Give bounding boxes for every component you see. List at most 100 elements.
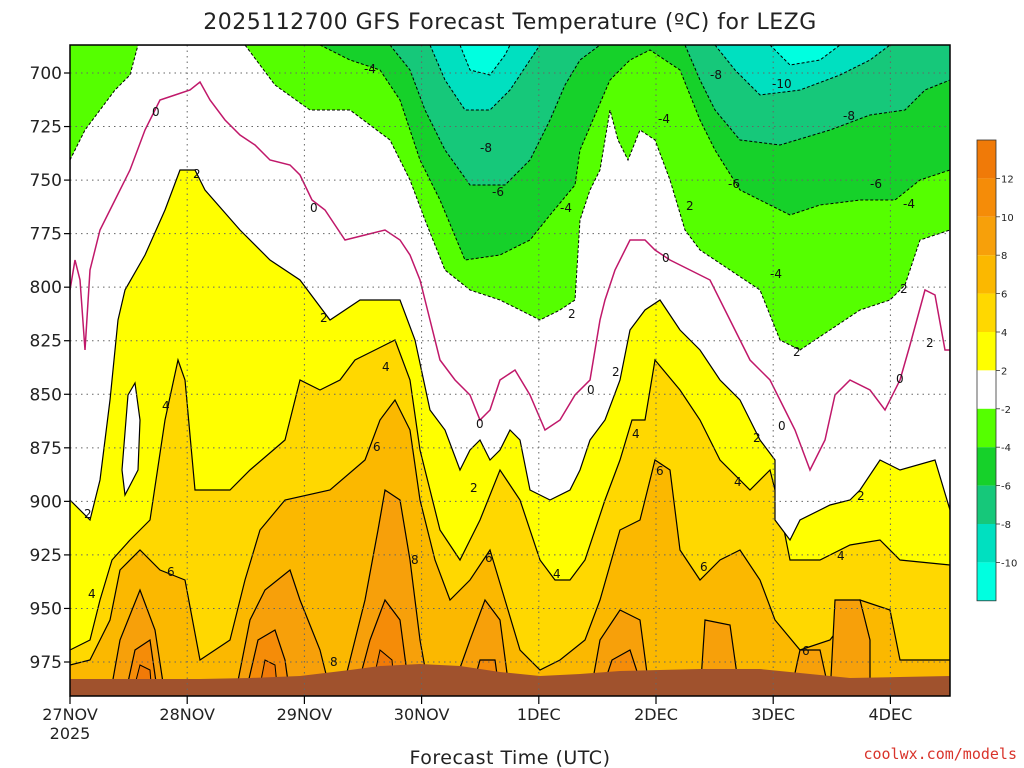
contour-label: 0 [896,372,904,386]
contour-label: -8 [710,68,722,82]
colorbar-label: -2 [1001,405,1011,416]
y-tick-label: 750 [30,171,62,191]
contour-label: 2 [753,431,761,445]
contour-label: 4 [553,567,561,581]
credit-text: coolwx.com/models [863,745,1017,763]
y-tick-label: 725 [30,118,62,138]
contour-label: -10 [772,77,792,91]
band-8-10 [109,488,871,696]
x-tick-label: 4DEC [869,705,913,724]
band-10-12 [124,598,646,696]
contour-label: 6 [700,560,708,574]
contour-label: 2 [470,481,478,495]
colorbar-band [977,255,996,294]
contour-label: 4 [88,587,96,601]
colorbar-label: 2 [1001,366,1007,377]
band-0-2-pocket [121,381,141,498]
colorbar-band [977,178,996,217]
colorbar: 12 10 8 6 4 2 -2 -4 -6 -8 -10 [976,139,1017,602]
colorbar-label: 12 [1001,174,1014,185]
y-tick-label: 850 [30,385,62,405]
contour-label: 6 [802,644,810,658]
contour-label: 0 [476,417,484,431]
contour-label: -6 [728,177,740,191]
colorbar-label: -10 [1001,558,1017,569]
contour-label: 2 [193,167,201,181]
contour-label: -4 [364,62,376,76]
contour-label: -8 [843,109,855,123]
y-tick-label: 875 [30,439,62,459]
contour-label: -4 [658,112,670,126]
contour-label: 8 [330,655,338,669]
x-axis: 27NOV 28NOV 29NOV 30NOV 1DEC 2DEC 3DEC 4DEC [42,696,912,724]
x-tick-label: 28NOV [159,705,215,724]
contour-label: 4 [382,360,390,374]
contour-label: 2 [84,507,92,521]
contour-label: 0 [587,383,595,397]
band-minus8-minus10 [429,45,891,111]
contour-label: 2 [612,365,620,379]
colorbar-label: -8 [1001,520,1011,531]
colorbar-band [977,447,996,486]
x-tick-label: 1DEC [517,705,561,724]
colorbar-band [977,293,996,332]
y-tick-label: 825 [30,332,62,352]
contour-label: 0 [778,419,786,433]
colorbar-band [977,216,996,256]
contour-label: 6 [485,551,493,565]
plot-frame [69,44,951,697]
y-axis: 700 725 750 775 800 825 850 875 900 925 950 975 [30,64,70,673]
contour-label: 2 [686,199,694,213]
contour-labels: 0 0 0 0 0 0 0 2 2 2 2 2 2 2 2 2 2 2 2 -4… [84,62,934,669]
y-tick-label: 700 [30,64,62,84]
colorbar-band [977,370,996,409]
contour-label: -6 [870,177,882,191]
colorbar-label: 4 [1001,328,1007,339]
colorbar-label: 10 [1001,213,1014,224]
contour-label: 2 [320,311,328,325]
x-tick-label: 30NOV [394,705,450,724]
contour-label: 2 [857,489,865,503]
contour-label: -4 [903,197,915,211]
y-tick-label: 950 [30,599,62,619]
contour-label: 0 [310,201,318,215]
contour-label: 6 [373,440,381,454]
x-axis-year: 2025 [50,724,91,743]
y-tick-label: 900 [30,492,62,512]
gridlines [70,45,950,696]
contour-label: 6 [656,464,664,478]
contour-label: 4 [837,549,845,563]
x-tick-label: 3DEC [751,705,795,724]
colorbar-label: -6 [1001,482,1011,493]
contour-label: 2 [900,282,908,296]
colorbar-band [977,332,996,371]
contour-label: 0 [152,105,160,119]
contour-label: 4 [162,399,170,413]
contour-label: 4 [632,427,640,441]
contour-label: 8 [411,553,419,567]
x-tick-label: 27NOV [42,705,98,724]
colorbar-label: -4 [1001,443,1011,454]
x-axis-label: Forecast Time (UTC) [410,747,611,768]
x-tick-label: 29NOV [277,705,333,724]
colorbar-label: 8 [1001,251,1007,262]
chart-title: 2025112700 GFS Forecast Temperature (ºC)… [203,10,817,35]
terrain [70,664,950,696]
zero-contour-line [70,80,950,472]
y-tick-label: 775 [30,225,62,245]
band-minus10-below [459,45,841,76]
colorbar-band [977,485,996,524]
contour-label: 4 [734,475,742,489]
colorbar-band [977,140,996,179]
colorbar-band [977,524,996,563]
x-tick-label: 2DEC [634,705,678,724]
plot-area: 0 0 0 0 0 0 0 2 2 2 2 2 2 2 2 2 2 2 2 -4… [70,45,950,696]
contour-label: 2 [793,345,801,359]
contour-label: 0 [662,251,670,265]
y-tick-label: 975 [30,653,62,673]
colorbar-label: 6 [1001,290,1007,301]
band-12-plus [131,649,396,696]
contour-label: -6 [492,185,504,199]
contour-label: 2 [926,336,934,350]
